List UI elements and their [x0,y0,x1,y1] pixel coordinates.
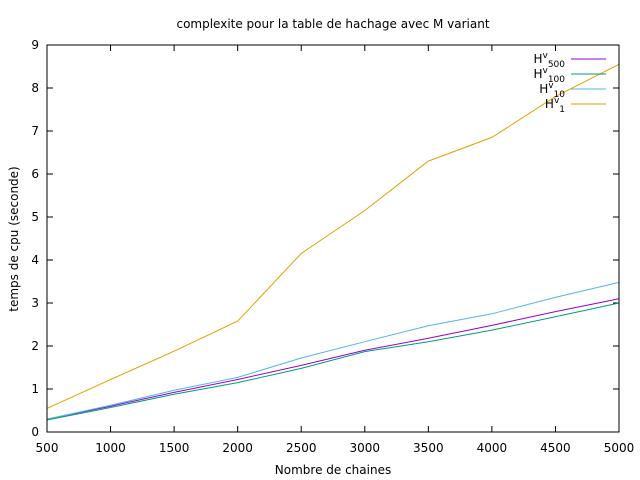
plot-area [46,63,620,421]
legend-label-base: H [545,97,554,111]
legend-label-sup: v [554,96,560,106]
legend-label-sup: v [542,66,548,76]
y-tick-label: 8 [31,81,39,95]
series-line-500 [46,298,620,420]
series-line-100 [46,302,620,421]
series-line-1 [46,63,620,409]
legend-label-sub: 10 [554,90,566,100]
y-tick-label: 0 [31,425,39,439]
y-tick-label: 1 [31,382,39,396]
x-tick-label: 4500 [540,441,571,455]
y-tick-label: 4 [31,253,39,267]
legend-label-base: H [539,82,548,96]
legend-label-sub: 1 [559,105,565,115]
x-tick-label: 3000 [350,441,381,455]
chart-title: complexite pour la table de hachage avec… [176,17,489,31]
x-tick-label: 500 [36,441,59,455]
legend-label-500: Hv500 [533,51,565,70]
legend-label-sup: v [542,51,548,61]
y-tick-label: 7 [31,124,39,138]
legend-label-10: Hv10 [539,81,565,100]
x-tick-label: 4000 [477,441,508,455]
y-tick-label: 9 [31,38,39,52]
legend-label-sub: 500 [548,60,565,70]
legend-label-100: Hv100 [533,66,565,85]
y-tick-label: 3 [31,296,39,310]
y-tick-label: 5 [31,210,39,224]
x-tick-label: 3500 [413,441,444,455]
plot-frame [46,44,620,433]
x-tick-label: 1500 [159,441,190,455]
x-tick-label: 5000 [604,441,635,455]
legend-label-base: H [533,52,542,66]
x-tick-label: 1000 [95,441,126,455]
x-tick-label: 2000 [222,441,253,455]
x-tick-label: 2500 [286,441,317,455]
y-tick-label: 2 [31,339,39,353]
y-tick-label: 6 [31,167,39,181]
x-axis-label: Nombre de chaines [275,463,391,477]
y-axis-label: temps de cpu (seconde) [7,166,21,311]
legend-label-sup: v [548,81,554,91]
series-line-10 [46,281,620,420]
legend-label-base: H [533,67,542,81]
legend-label-1: Hv1 [545,96,565,115]
legend-label-sub: 100 [548,75,565,85]
axis-ticks: 500 1000 1500 2000 2500 3000 3500 4000 4500 50000… [31,38,634,455]
